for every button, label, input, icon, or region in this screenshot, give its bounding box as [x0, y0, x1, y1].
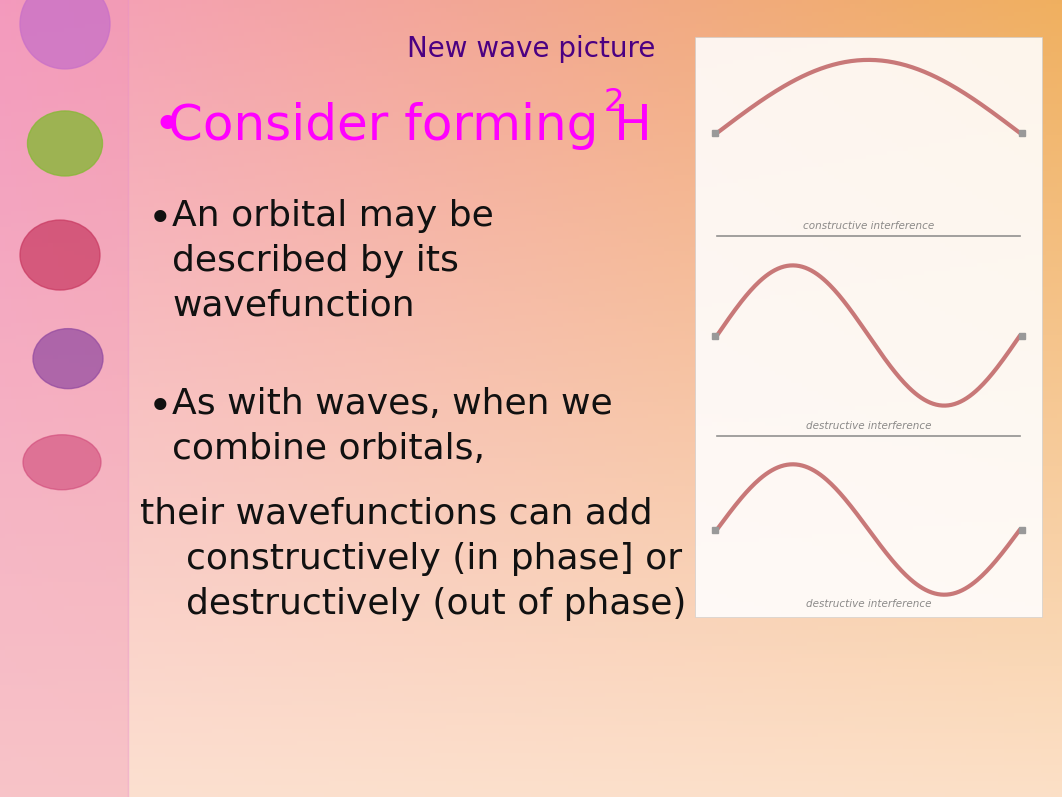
Text: An orbital may be
described by its
wavefunction: An orbital may be described by its wavef… — [172, 199, 494, 323]
Bar — [0, 0, 129, 797]
Text: destructive interference: destructive interference — [806, 599, 931, 609]
Text: •: • — [148, 387, 173, 429]
Text: 2: 2 — [604, 87, 624, 117]
Text: constructive interference: constructive interference — [803, 221, 935, 230]
Ellipse shape — [20, 0, 110, 69]
Text: Consider forming H: Consider forming H — [168, 102, 652, 150]
Ellipse shape — [23, 434, 101, 490]
Ellipse shape — [33, 328, 103, 389]
FancyBboxPatch shape — [695, 37, 1042, 617]
Text: New wave picture: New wave picture — [407, 35, 655, 63]
Ellipse shape — [20, 220, 100, 290]
Ellipse shape — [28, 111, 103, 176]
Text: •: • — [148, 199, 173, 241]
Text: their wavefunctions can add
    constructively (in phase] or
    destructively (: their wavefunctions can add constructive… — [140, 497, 686, 621]
Text: •: • — [152, 102, 182, 150]
Text: destructive interference: destructive interference — [806, 421, 931, 430]
Text: As with waves, when we
combine orbitals,: As with waves, when we combine orbitals, — [172, 387, 613, 465]
